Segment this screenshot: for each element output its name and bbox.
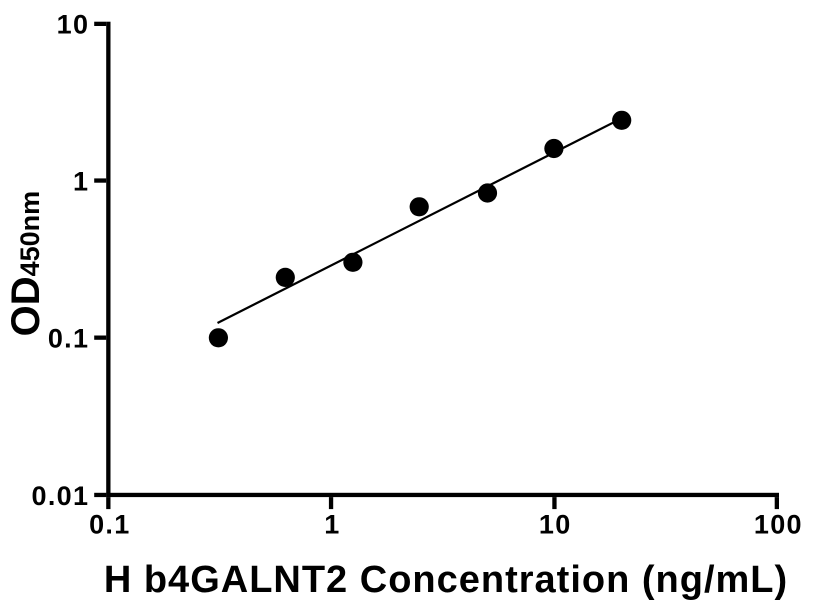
svg-text:10: 10	[539, 509, 572, 539]
svg-text:0.01: 0.01	[32, 481, 90, 511]
svg-text:0.1: 0.1	[48, 324, 89, 354]
svg-text:1: 1	[324, 509, 340, 539]
svg-text:0.1: 0.1	[89, 509, 130, 539]
svg-text:1: 1	[73, 166, 89, 196]
svg-text:100: 100	[754, 509, 803, 539]
svg-text:10: 10	[57, 10, 90, 40]
svg-text:H b4GALNT2 Concentration (ng/m: H b4GALNT2 Concentration (ng/mL)	[104, 559, 788, 601]
